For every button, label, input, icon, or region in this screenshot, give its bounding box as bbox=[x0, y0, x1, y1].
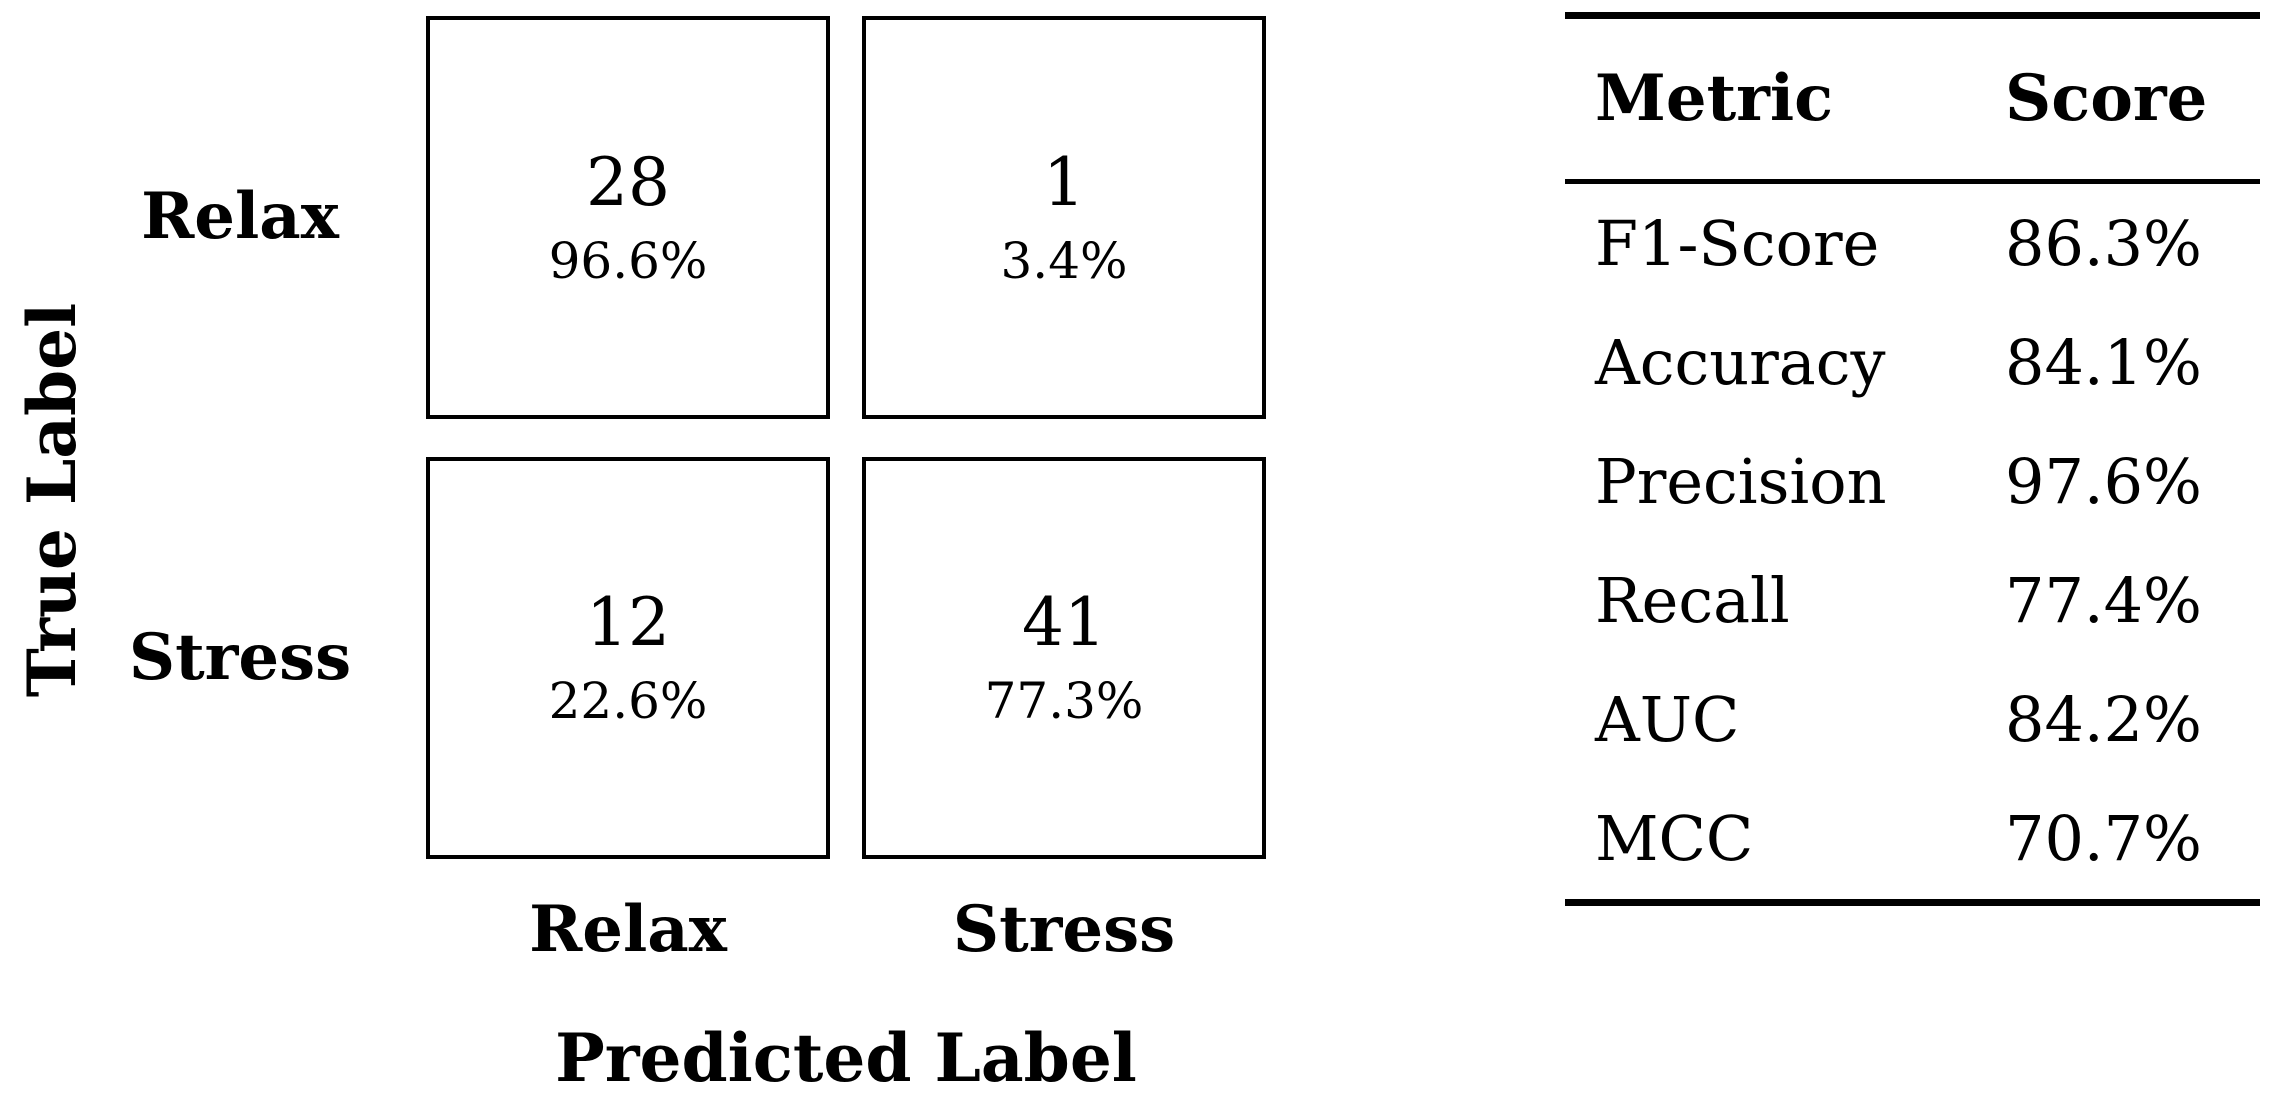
metric-name: F1-Score bbox=[1595, 206, 1880, 280]
table-top-rule bbox=[1565, 12, 2260, 19]
metric-name: Accuracy bbox=[1595, 325, 1886, 399]
cm-cell-true-stress-pred-relax: 12 22.6% bbox=[426, 457, 830, 859]
row-tick-label-stress: Stress bbox=[128, 620, 352, 695]
col-tick-label-stress: Stress bbox=[952, 892, 1176, 967]
metrics-table-header-row: Metric Score bbox=[1565, 19, 2260, 179]
cm-cell-true-relax-pred-stress: 1 3.4% bbox=[862, 16, 1266, 419]
cm-cell-true-stress-pred-stress: 41 77.3% bbox=[862, 457, 1266, 859]
table-row-recall: Recall 77.4% bbox=[1565, 566, 2260, 636]
metric-name: AUC bbox=[1595, 683, 1740, 757]
table-bottom-rule bbox=[1565, 899, 2260, 906]
metrics-table: Metric Score F1-Score 86.3% Accuracy 84.… bbox=[1565, 12, 2260, 906]
metric-name: Recall bbox=[1595, 564, 1790, 638]
table-row-auc: AUC 84.2% bbox=[1565, 685, 2260, 755]
table-row-accuracy: Accuracy 84.1% bbox=[1565, 328, 2260, 398]
table-header-rule bbox=[1565, 179, 2260, 184]
metric-name: Precision bbox=[1595, 444, 1887, 518]
table-row-f1-score: F1-Score 86.3% bbox=[1565, 209, 2260, 279]
x-axis-title: Predicted Label bbox=[555, 1019, 1137, 1097]
cell-percent: 22.6% bbox=[548, 672, 708, 730]
cell-percent: 96.6% bbox=[548, 231, 708, 290]
metric-name: MCC bbox=[1595, 802, 1754, 876]
row-tick-label-relax: Relax bbox=[141, 179, 339, 254]
metric-score: 70.7% bbox=[2005, 802, 2202, 876]
cell-percent: 77.3% bbox=[984, 672, 1144, 730]
metric-score: 86.3% bbox=[2005, 206, 2202, 280]
col-tick-label-relax: Relax bbox=[529, 892, 727, 967]
metrics-table-body: F1-Score 86.3% Accuracy 84.1% Precision … bbox=[1565, 184, 2260, 899]
metric-score: 97.6% bbox=[2005, 444, 2202, 518]
table-row-mcc: MCC 70.7% bbox=[1565, 804, 2260, 874]
column-header-metric: Metric bbox=[1595, 61, 1834, 136]
cell-count: 28 bbox=[586, 143, 670, 221]
table-row-precision: Precision 97.6% bbox=[1565, 447, 2260, 517]
cell-count: 1 bbox=[1043, 143, 1085, 221]
metric-score: 77.4% bbox=[2005, 564, 2202, 638]
metric-score: 84.1% bbox=[2005, 325, 2202, 399]
metric-score: 84.2% bbox=[2005, 683, 2202, 757]
cell-count: 41 bbox=[1022, 584, 1106, 661]
cell-count: 12 bbox=[586, 584, 670, 661]
column-header-score: Score bbox=[2005, 61, 2208, 136]
cm-cell-true-relax-pred-relax: 28 96.6% bbox=[426, 16, 830, 419]
cell-percent: 3.4% bbox=[1000, 231, 1128, 290]
